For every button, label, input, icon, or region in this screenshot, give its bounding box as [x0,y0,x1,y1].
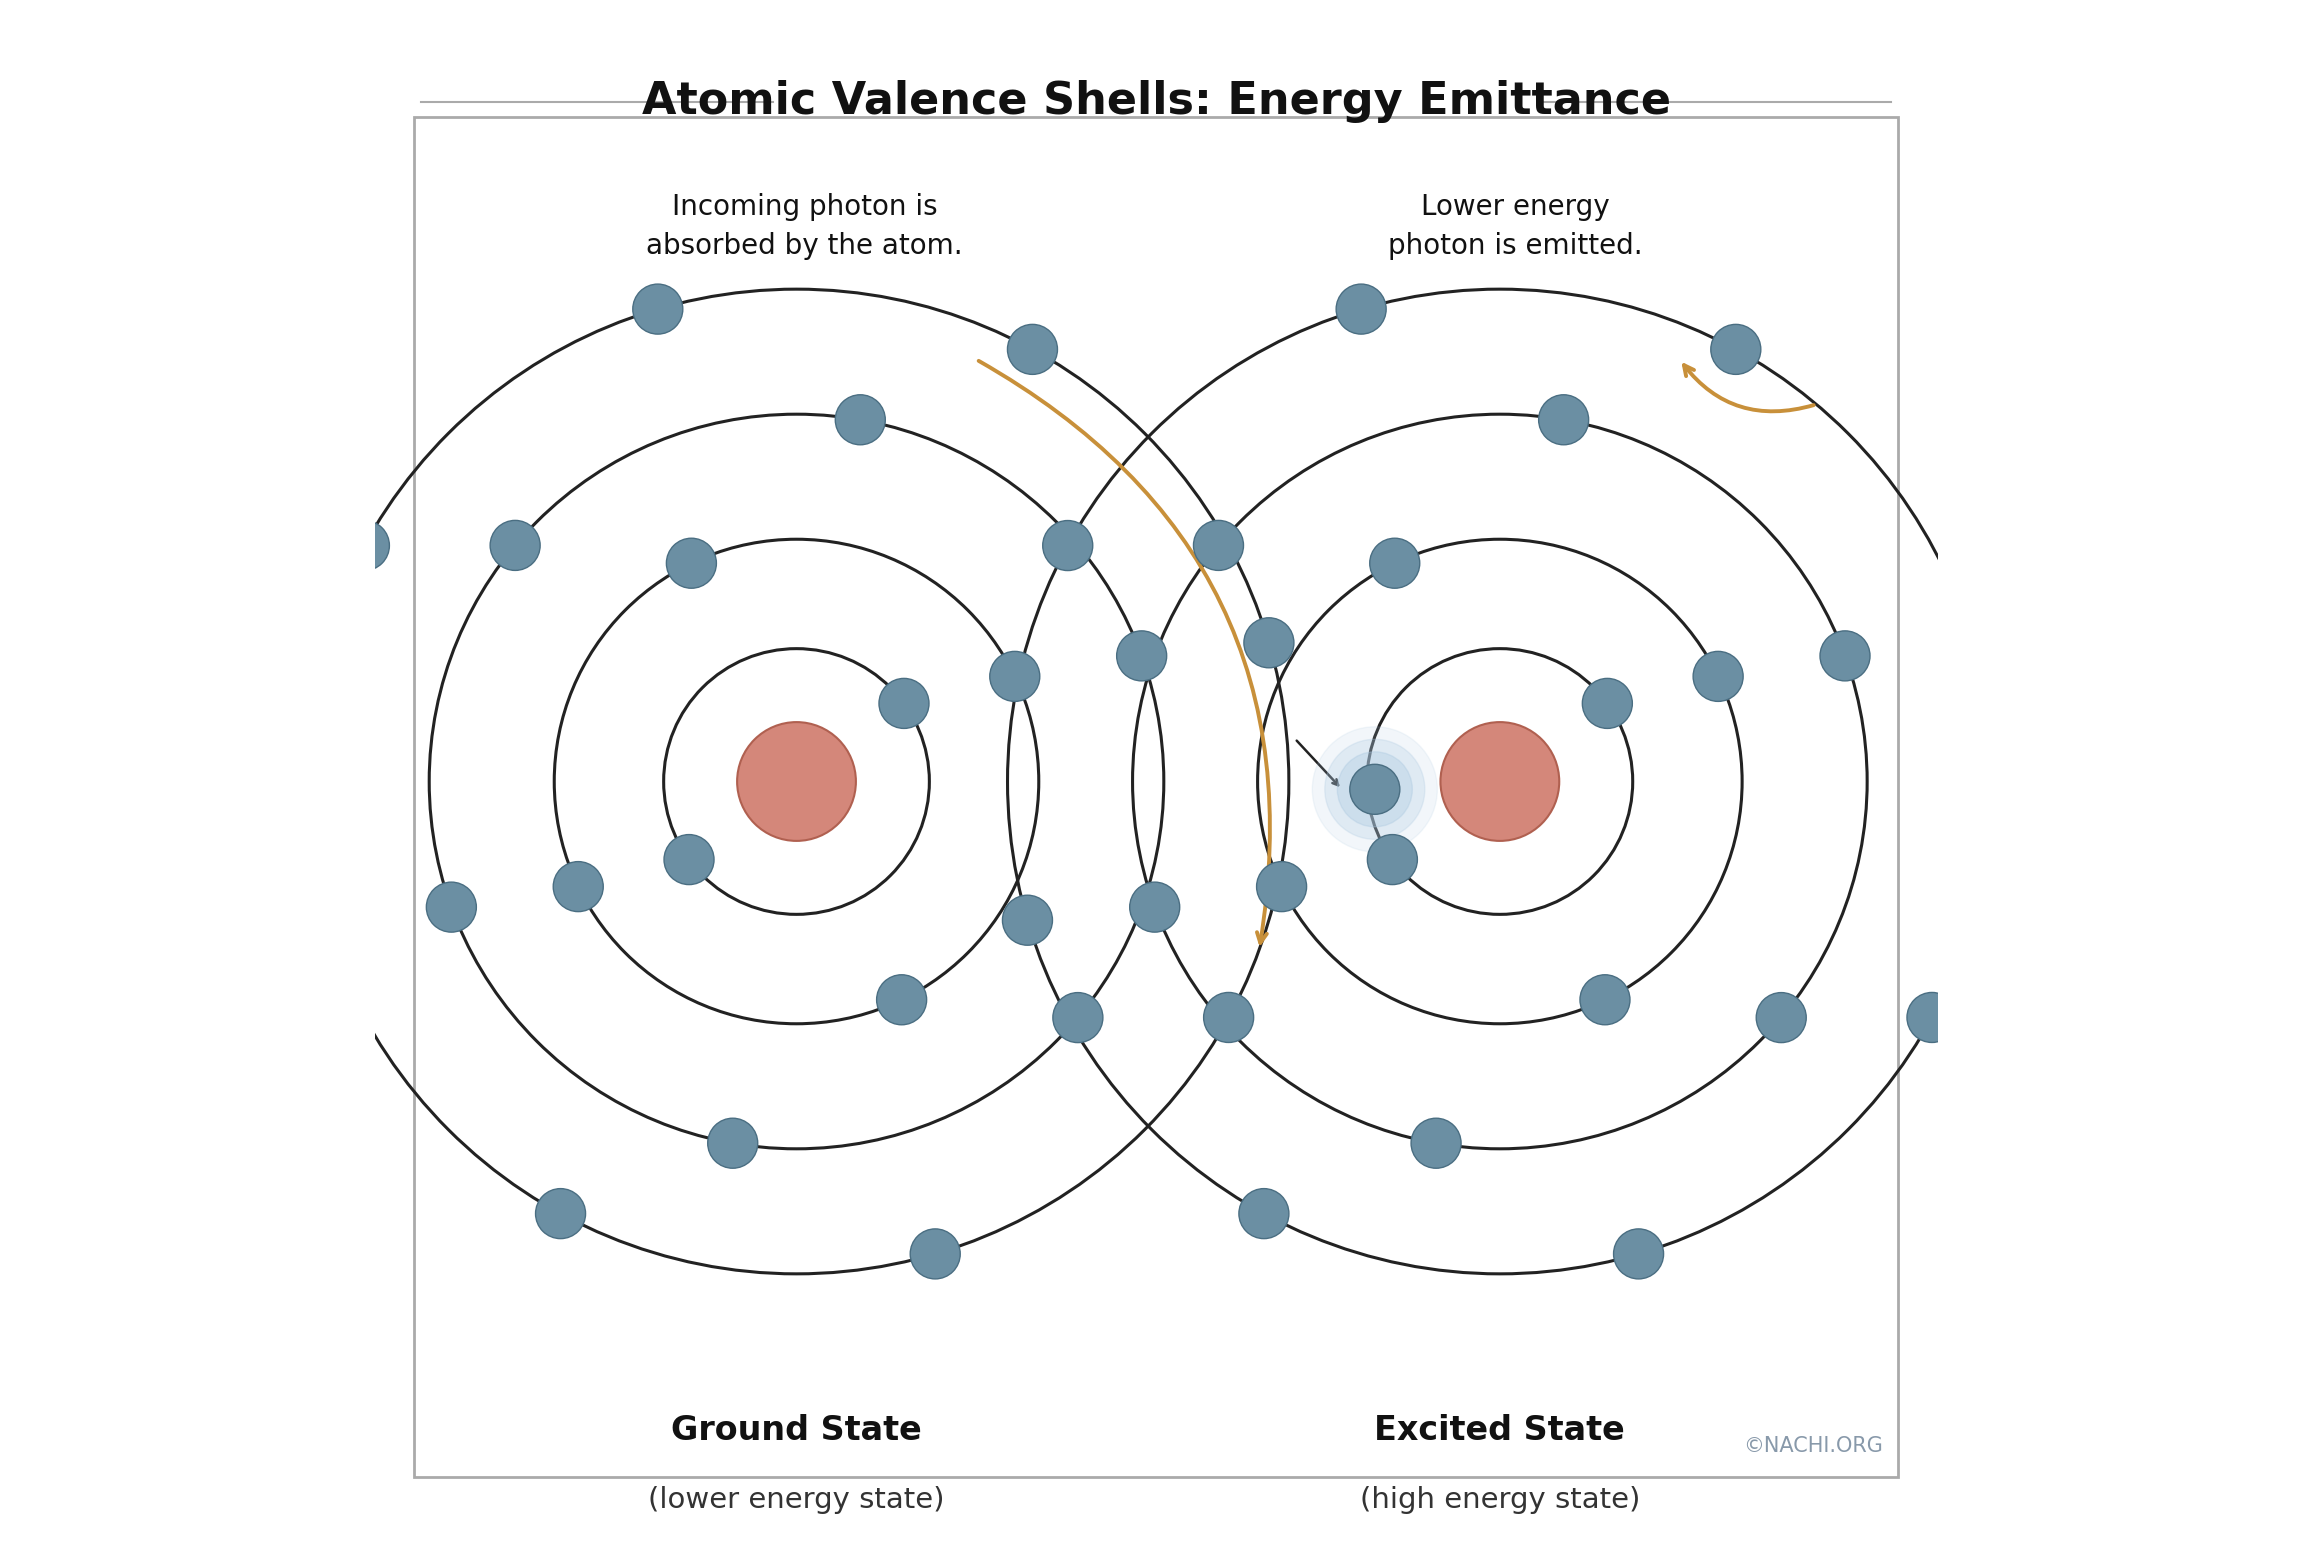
Text: ©NACHI.ORG: ©NACHI.ORG [1743,1436,1882,1455]
Text: Excited State: Excited State [1376,1413,1625,1447]
Circle shape [1369,538,1420,588]
Circle shape [1820,631,1870,681]
FancyBboxPatch shape [414,117,1898,1477]
Circle shape [1117,631,1168,681]
Circle shape [1581,678,1632,728]
Circle shape [1325,739,1424,839]
Circle shape [1757,993,1806,1043]
Circle shape [1193,520,1244,570]
Circle shape [1614,1229,1665,1279]
Circle shape [664,835,714,885]
Circle shape [879,678,929,728]
Circle shape [2028,739,2127,839]
Circle shape [1244,617,1295,667]
Circle shape [738,722,855,841]
Circle shape [1350,764,1399,814]
Circle shape [490,520,541,570]
Circle shape [1008,325,1057,375]
Circle shape [1336,752,1413,827]
Text: Atomic Valence Shells: Energy Emittance: Atomic Valence Shells: Energy Emittance [640,80,1672,123]
Circle shape [1692,652,1743,702]
Circle shape [2041,752,2115,827]
Circle shape [340,520,388,570]
Circle shape [1711,325,1762,375]
Circle shape [911,1229,959,1279]
Circle shape [1907,993,1956,1043]
Circle shape [536,1188,585,1238]
Text: Incoming photon is
absorbed by the atom.: Incoming photon is absorbed by the atom. [645,194,962,259]
Circle shape [298,896,349,946]
Circle shape [2053,764,2104,814]
Circle shape [1440,722,1558,841]
Circle shape [666,538,717,588]
Circle shape [1205,993,1253,1043]
Circle shape [1947,617,1998,667]
Text: Lower energy
photon is emitted.: Lower energy photon is emitted. [1387,194,1644,259]
Text: (high energy state): (high energy state) [1359,1486,1639,1515]
Circle shape [1366,835,1417,885]
Circle shape [990,652,1040,702]
Circle shape [1313,727,1438,852]
Text: (lower energy state): (lower energy state) [647,1486,946,1515]
Circle shape [1258,861,1306,911]
Circle shape [1336,284,1387,334]
Text: Ground State: Ground State [670,1413,922,1447]
Circle shape [1131,882,1179,932]
Circle shape [553,861,603,911]
Circle shape [1579,975,1630,1025]
Circle shape [1003,896,1052,946]
Circle shape [1043,520,1094,570]
Circle shape [1052,993,1103,1043]
Circle shape [835,395,885,445]
Circle shape [1239,1188,1288,1238]
Circle shape [633,284,682,334]
Circle shape [876,975,927,1025]
Circle shape [1410,1118,1461,1168]
Circle shape [2016,727,2141,852]
Circle shape [707,1118,758,1168]
Circle shape [1537,395,1588,445]
Circle shape [425,882,476,932]
